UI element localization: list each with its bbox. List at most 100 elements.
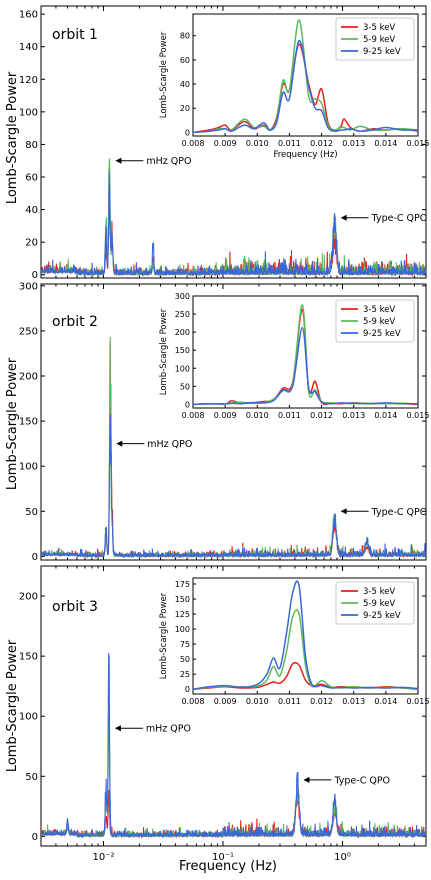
inset-x-tick-label: 0.014 <box>374 411 397 420</box>
inset-plot: 0.008 0.009 0.010 0.011 0.012 0.013 0.014 0.015… <box>159 577 430 706</box>
inset-y-tick-label: 20 <box>180 104 190 113</box>
y-tick-label: 50 <box>25 772 38 783</box>
inset-y-tick-label: 60 <box>180 56 190 65</box>
legend-entry: 3-5 keV <box>363 23 395 33</box>
inset-legend: 3-5 keV 5-9 keV 9-25 keV <box>335 17 415 61</box>
annotation-arrowhead <box>115 157 122 164</box>
panel-label: orbit 1 <box>52 27 98 43</box>
y-tick-label: 40 <box>25 205 38 216</box>
y-tick-label: 100 <box>19 712 38 723</box>
inset-y-axis-label: Lomb-Scargle Power <box>159 592 169 679</box>
annotation-arrowhead <box>116 440 123 447</box>
inset-legend: 3-5 keV 5-9 keV 9-25 keV <box>335 581 415 625</box>
y-tick-label: 0 <box>32 552 38 563</box>
y-axis-label: Lomb-Scargle Power <box>5 71 20 204</box>
y-tick-label: 100 <box>19 107 38 118</box>
plot-frame <box>40 5 427 279</box>
legend-entry: 5-9 keV <box>363 35 395 45</box>
x-tick-label: 10⁰ <box>334 852 351 863</box>
panel-label: orbit 2 <box>52 314 98 330</box>
inset-y-tick-label: 50 <box>180 382 190 391</box>
inset-x-tick-label: 0.011 <box>278 411 301 420</box>
inset-x-tick-label: 0.008 <box>182 139 205 148</box>
y-tick-label: 80 <box>25 140 38 151</box>
annotation-label: mHz QPO <box>146 724 191 735</box>
panel-orbit-3: orbit 3 Lomb-Scargle Power 0 50 100 150 200 1… <box>5 565 430 863</box>
inset-plot: 0.008 0.009 0.010 0.011 0.012 0.013 0.014 0.015… <box>159 13 430 160</box>
legend-entry: 3-5 keV <box>363 305 395 315</box>
y-tick-label: 250 <box>19 326 38 337</box>
inset-x-tick-label: 0.012 <box>310 411 333 420</box>
inset-x-tick-label: 0.013 <box>342 139 365 148</box>
y-tick-label: 100 <box>19 462 38 473</box>
inset-plot: 0.008 0.009 0.010 0.011 0.012 0.013 0.014 0.015… <box>159 292 429 420</box>
annotation-label: Type-C QPO <box>371 213 428 224</box>
inset-x-tick-label: 0.011 <box>278 697 301 706</box>
inset-x-tick-label: 0.008 <box>182 411 205 420</box>
inset-x-tick-label: 0.009 <box>214 139 237 148</box>
inset-y-tick-label: 250 <box>175 310 190 319</box>
y-tick-label: 160 <box>19 10 38 21</box>
panel-orbit-1: orbit 1 Lomb-Scargle Power 0 20 40 60 80 100 1… <box>5 5 430 281</box>
legend-box <box>335 581 415 625</box>
inset-y-axis-label: Lomb-Scargle Power <box>159 31 169 118</box>
inset-y-tick-label: 100 <box>175 625 190 634</box>
y-tick-label: 0 <box>32 832 38 843</box>
inset-x-tick-label: 0.015 <box>407 697 430 706</box>
y-tick-label: 0 <box>32 270 38 281</box>
y-axis-label: Lomb-Scargle Power <box>5 639 20 772</box>
annotation-arrowhead <box>340 508 347 515</box>
plot-frame <box>40 283 427 561</box>
inset-y-tick-label: 0 <box>185 128 190 137</box>
annotation-arrowhead <box>340 214 347 221</box>
legend-entry: 9-25 keV <box>363 329 401 339</box>
inset-x-tick-label: 0.014 <box>374 697 397 706</box>
x-axis-label: Frequency (Hz) <box>179 859 277 874</box>
legend-entry: 9-25 keV <box>363 47 401 57</box>
panel-orbit-2: orbit 2 Lomb-Scargle Power 0 50 100 150 200 2… <box>5 281 429 563</box>
inset-y-tick-label: 0 <box>185 400 190 409</box>
y-tick-label: 50 <box>25 507 38 518</box>
inset-x-tick-label: 0.012 <box>310 697 333 706</box>
legend-entry: 9-25 keV <box>363 611 401 621</box>
inset-x-tick-label: 0.010 <box>246 697 269 706</box>
inset-y-tick-label: 150 <box>175 595 190 604</box>
y-axis-label: Lomb-Scargle Power <box>5 357 20 490</box>
legend-entry: 5-9 keV <box>363 317 395 327</box>
x-tick-label: 10⁻² <box>92 852 114 863</box>
inset-y-tick-label: 200 <box>175 328 190 337</box>
annotation-label: mHz QPO <box>147 439 192 450</box>
inset-y-tick-label: 175 <box>175 580 190 589</box>
inset-x-tick-label: 0.010 <box>246 139 269 148</box>
inset-x-tick-label: 0.010 <box>246 411 269 420</box>
inset-y-tick-label: 25 <box>180 670 190 679</box>
inset-x-tick-label: 0.013 <box>342 697 365 706</box>
inset-x-tick-label: 0.013 <box>342 411 365 420</box>
inset-x-tick-label: 0.009 <box>214 411 237 420</box>
inset-y-tick-label: 50 <box>180 655 190 664</box>
annotation-label: mHz QPO <box>146 156 191 167</box>
y-tick-label: 150 <box>19 652 38 663</box>
inset-y-tick-label: 0 <box>185 685 190 694</box>
legend-entry: 3-5 keV <box>363 587 395 597</box>
spectrum-9-25keV <box>41 171 426 277</box>
annotation-label: Type-C QPO <box>333 775 390 786</box>
spectrum-3-5keV <box>41 171 426 277</box>
annotation-arrowhead <box>114 725 121 732</box>
inset-y-tick-label: 125 <box>175 610 190 619</box>
inset-x-tick-label: 0.009 <box>214 697 237 706</box>
y-tick-label: 200 <box>19 592 38 603</box>
spectrum-9-25keV <box>41 652 426 839</box>
inset-line-5-9keV <box>192 19 419 134</box>
legend-box <box>335 299 415 343</box>
x-tick-label: 10⁻¹ <box>212 852 234 863</box>
y-tick-label: 120 <box>19 75 38 86</box>
inset-line-9-25keV <box>192 580 419 690</box>
inset-x-tick-label: 0.012 <box>310 139 333 148</box>
y-tick-label: 200 <box>19 372 38 383</box>
inset-x-tick-label: 0.015 <box>407 139 430 148</box>
legend-entry: 5-9 keV <box>363 599 395 609</box>
spectrum-5-9keV <box>41 158 426 277</box>
inset-legend: 3-5 keV 5-9 keV 9-25 keV <box>335 299 415 343</box>
